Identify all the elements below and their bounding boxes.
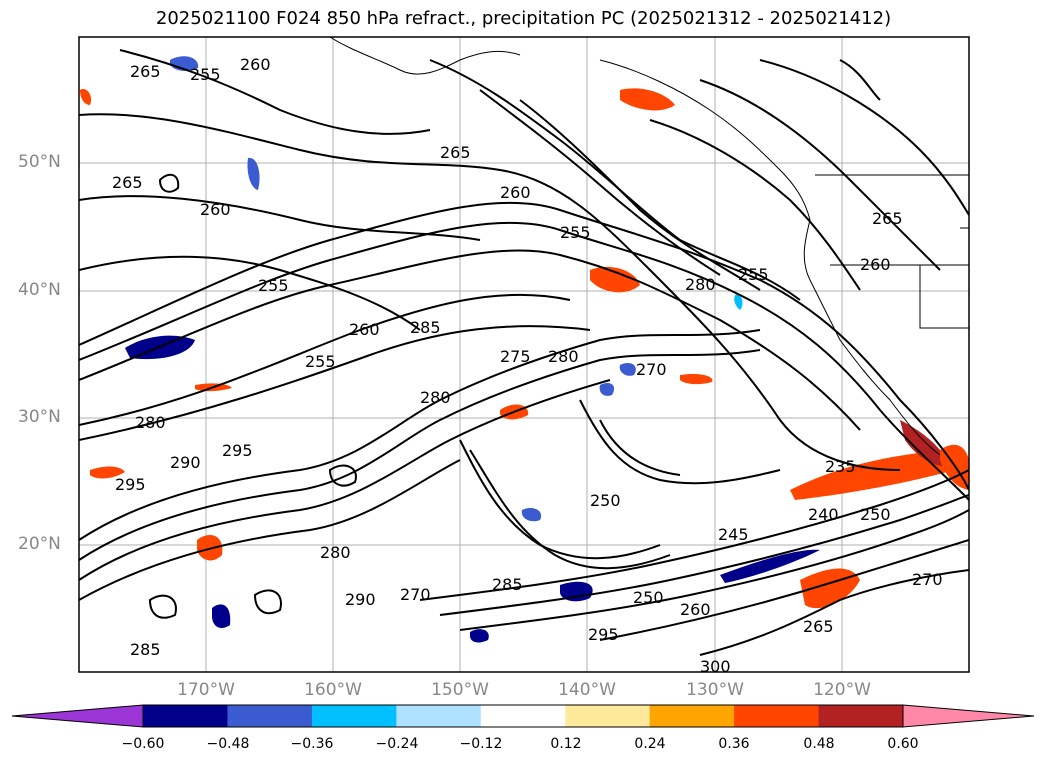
lat-label-40n: 40°N (18, 280, 61, 300)
colorbar-tick-label: −0.48 (206, 736, 250, 752)
contour-label: 290 (170, 453, 201, 472)
lat-label-30n: 30°N (18, 407, 61, 427)
contour-label: 255 (190, 65, 221, 84)
contour-label: 265 (112, 173, 143, 192)
lon-label-140w: 140°W (558, 680, 616, 700)
colorbar-tick-label: 0.36 (718, 736, 750, 752)
colorbar-tick-label: 0.48 (803, 736, 835, 752)
contour-label: 295 (588, 625, 619, 644)
refractivity-contours (79, 49, 969, 656)
contour-label: 285 (130, 640, 161, 659)
colorbar-cell (396, 705, 482, 727)
colorbar-tick-label: 0.60 (887, 736, 919, 752)
colorbar-tick-label: 0.24 (634, 736, 666, 752)
contour-label: 270 (400, 585, 431, 604)
lon-label-170w: 170°W (177, 680, 235, 700)
contour-label: 270 (912, 570, 943, 589)
lon-label-150w: 150°W (431, 680, 489, 700)
colorbar-cell (227, 705, 313, 727)
contour-label: 280 (420, 388, 451, 407)
lat-label-20n: 20°N (18, 534, 61, 554)
contour-label: 295 (115, 475, 146, 494)
colorbar-tick-label: 0.12 (550, 736, 582, 752)
contour-label: 265 (130, 62, 161, 81)
contour-label: 265 (803, 617, 834, 636)
colorbar-tick-label: −0.36 (290, 736, 334, 752)
contour-label: 280 (685, 275, 716, 294)
colorbar-tick-label: −0.60 (121, 736, 165, 752)
contour-label: 260 (500, 183, 531, 202)
contour-label: 260 (860, 255, 891, 274)
contour-label: 280 (548, 347, 579, 366)
lon-label-130w: 130°W (686, 680, 744, 700)
contour-label: 295 (222, 441, 253, 460)
contour-label: 285 (410, 318, 441, 337)
colorbar-cell (311, 705, 397, 727)
colorbar-extend-low (11, 704, 144, 728)
contour-label: 290 (345, 590, 376, 609)
contour-label: 255 (305, 352, 336, 371)
contour-labels: 265 255 260 265 260 255 260 265 260 280 … (112, 55, 943, 676)
contour-label: 250 (590, 491, 621, 510)
contour-label: 240 (808, 505, 839, 524)
contour-label: 285 (492, 575, 523, 594)
contour-label: 260 (349, 320, 380, 339)
contour-label: 255 (560, 223, 591, 242)
contour-label: 280 (135, 413, 166, 432)
map-frame (78, 36, 970, 673)
contour-label: 275 (500, 347, 531, 366)
contour-label: 265 (440, 143, 471, 162)
contour-label: 255 (258, 276, 289, 295)
colorbar-cell (480, 705, 566, 727)
colorbar-cell (565, 705, 651, 727)
contour-label: 250 (860, 505, 891, 524)
contour-label: 255 (738, 265, 769, 284)
contour-label: 260 (200, 200, 231, 219)
contour-label: 280 (320, 543, 351, 562)
colorbar (11, 704, 1035, 728)
contour-label: 260 (680, 600, 711, 619)
colorbar-cell (143, 705, 228, 727)
colorbar-cell (649, 705, 735, 727)
contour-label: 235 (825, 457, 856, 476)
map-frame-background (79, 37, 969, 672)
lon-label-120w: 120°W (813, 680, 871, 700)
lon-label-160w: 160°W (304, 680, 362, 700)
colorbar-tick-label: −0.12 (459, 736, 503, 752)
colorbar-cell (818, 705, 904, 727)
contour-label: 270 (636, 360, 667, 379)
lat-label-50n: 50°N (18, 152, 61, 172)
colorbar-extend-high (902, 704, 1035, 728)
contour-label: 245 (718, 525, 749, 544)
colorbar-cell (734, 705, 820, 727)
contour-label: 250 (633, 588, 664, 607)
coastlines (329, 37, 969, 456)
colorbar-tick-label: −0.24 (375, 736, 419, 752)
contour-label: 265 (872, 209, 903, 228)
map-title: 2025021100 F024 850 hPa refract., precip… (155, 8, 892, 29)
contour-label: 300 (700, 657, 731, 676)
contour-label: 260 (240, 55, 271, 74)
